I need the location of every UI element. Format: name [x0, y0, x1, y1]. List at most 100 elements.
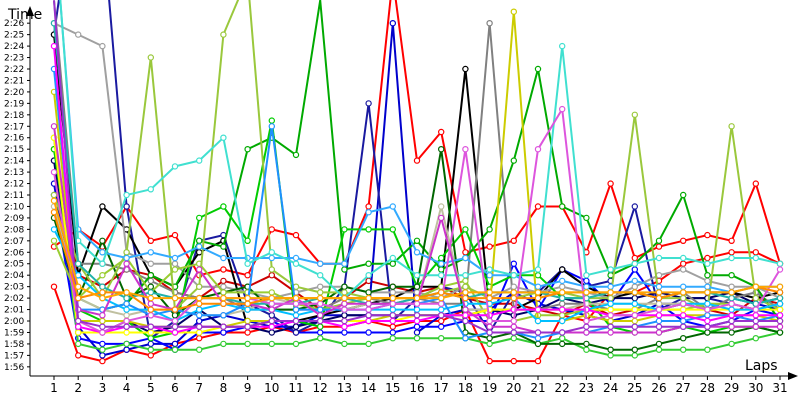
data-point	[510, 329, 517, 336]
data-point	[244, 306, 251, 313]
data-point	[728, 312, 735, 319]
data-point	[534, 283, 542, 290]
data-point	[680, 260, 687, 267]
x-tick-label: 21	[530, 381, 545, 395]
y-tick-label: 1:57	[4, 351, 24, 361]
x-tick-label: 23	[579, 381, 594, 395]
data-point	[147, 237, 154, 244]
data-point	[486, 357, 493, 365]
data-point	[244, 300, 251, 307]
data-point	[680, 237, 687, 244]
data-point	[631, 111, 639, 119]
y-tick-label: 2:13	[4, 168, 24, 178]
data-point	[99, 283, 106, 290]
data-point	[123, 294, 130, 302]
y-tick-label: 2:09	[4, 214, 24, 224]
data-point	[752, 249, 760, 256]
data-point	[195, 312, 203, 319]
data-point	[413, 249, 421, 256]
data-point	[341, 340, 348, 348]
x-tick-label: 16	[409, 381, 424, 395]
data-point	[99, 357, 106, 365]
data-point	[123, 329, 130, 336]
y-tick-label: 2:08	[4, 225, 24, 235]
data-point	[147, 186, 154, 193]
data-point	[99, 203, 106, 210]
data-point	[292, 231, 300, 239]
x-tick-label: 10	[264, 381, 279, 395]
data-point	[752, 306, 760, 313]
data-point	[680, 312, 687, 319]
data-point	[341, 329, 348, 336]
data-point	[413, 294, 421, 302]
data-point	[171, 346, 179, 353]
data-point	[728, 306, 735, 313]
data-point	[607, 306, 614, 313]
data-point	[74, 31, 82, 38]
y-tick-label: 2:15	[4, 145, 24, 155]
y-tick-label: 2:23	[4, 54, 24, 64]
series-30	[50, 197, 784, 302]
data-point	[99, 42, 106, 50]
data-point	[680, 300, 687, 307]
data-point	[341, 226, 348, 233]
data-point	[244, 145, 251, 153]
data-point	[244, 323, 251, 330]
data-point	[171, 231, 179, 239]
data-point	[195, 300, 203, 307]
data-point	[752, 180, 760, 187]
data-point	[171, 260, 179, 267]
data-point	[50, 42, 58, 50]
data-point	[486, 289, 493, 296]
data-point	[365, 289, 372, 296]
y-tick-label: 2:26	[4, 19, 24, 29]
data-point	[510, 237, 517, 244]
data-point	[607, 300, 614, 307]
data-point	[680, 191, 687, 199]
data-point	[462, 145, 469, 153]
data-point	[389, 203, 396, 210]
data-point	[728, 123, 735, 130]
data-point	[413, 323, 421, 330]
data-point	[704, 329, 711, 336]
data-point	[147, 340, 154, 348]
data-point	[486, 272, 493, 279]
data-point	[486, 20, 493, 27]
data-point	[389, 260, 396, 267]
data-point	[728, 237, 735, 244]
data-point	[559, 329, 566, 336]
data-point	[268, 117, 275, 124]
data-point	[147, 260, 154, 267]
data-point	[365, 300, 372, 307]
data-point	[776, 323, 784, 330]
data-point	[195, 323, 203, 330]
data-point	[655, 340, 663, 348]
data-point	[631, 283, 639, 290]
x-tick-label: 27	[676, 381, 691, 395]
data-point	[438, 254, 445, 262]
data-point	[220, 254, 227, 262]
data-point	[510, 260, 517, 267]
y-tick-label: 1:56	[4, 363, 24, 373]
data-point	[776, 300, 784, 307]
data-point	[607, 283, 614, 290]
data-point	[728, 249, 735, 256]
data-point	[341, 289, 348, 296]
data-point	[583, 272, 590, 279]
data-point	[292, 306, 300, 313]
data-point	[704, 317, 711, 325]
data-point	[341, 317, 348, 325]
y-tick-label: 2:04	[4, 271, 24, 281]
data-point	[74, 260, 82, 267]
data-point	[317, 317, 324, 325]
data-point	[341, 283, 348, 290]
data-point	[50, 283, 58, 290]
series-28	[53, 0, 784, 336]
data-point	[50, 168, 58, 176]
data-point	[534, 294, 542, 302]
x-tick-label: 19	[482, 381, 497, 395]
data-point	[438, 266, 445, 273]
data-point	[99, 312, 106, 319]
data-point	[413, 157, 421, 164]
